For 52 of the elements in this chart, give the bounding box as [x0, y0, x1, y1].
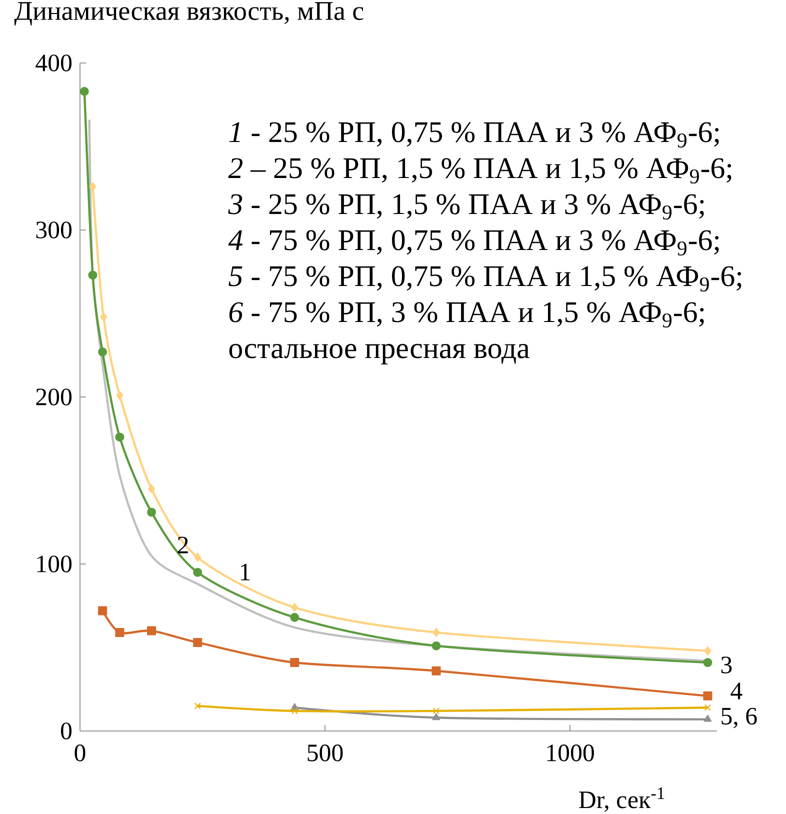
annotation: 3 - 25 % РП, 1,5 % ПАА и 3 % АФ$_{9}$-6; [228, 194, 704, 220]
annotation: 1 [240, 564, 250, 580]
y-tick-label: 0 [60, 722, 72, 740]
y-tick-label: 300 [36, 222, 72, 238]
point [704, 714, 712, 722]
point [432, 666, 441, 676]
point [703, 658, 712, 668]
point [147, 626, 156, 636]
point [432, 708, 440, 714]
point [98, 347, 108, 356]
text: 4 [730, 682, 742, 700]
annotation: остальное пресная вода [229, 344, 530, 364]
point [194, 702, 201, 710]
point [100, 312, 108, 322]
annotation: 2 [178, 536, 188, 554]
text: 5, 6 [722, 708, 757, 728]
y-tick-label: 200 [36, 388, 72, 406]
point [193, 568, 202, 577]
point [704, 704, 712, 711]
point [116, 390, 124, 400]
point [704, 646, 712, 656]
annotation: 5 - 75 % РП, 0,75 % ПАА и 1,5 % АФ$_{9}$-6; [228, 266, 742, 292]
point [148, 484, 156, 494]
x-tick-label: 0 [74, 744, 86, 762]
point [290, 658, 300, 668]
point [88, 270, 98, 280]
point [432, 628, 440, 637]
point [89, 182, 96, 192]
point [98, 606, 108, 616]
point [291, 602, 298, 612]
point [115, 628, 124, 637]
annotation: 4 - 75 % РП, 0,75 % ПАА и 3 % АФ$_{9}$-6; [228, 230, 719, 256]
point [194, 552, 202, 562]
point [290, 612, 300, 622]
text: 3 [721, 656, 732, 674]
x-tick-label: 500 [308, 744, 343, 762]
annotation: 6 - 75 % РП, 3 % ПАА и 1,5 % АФ$_{9}$-6; [229, 302, 704, 328]
y-tick-label: 100 [37, 556, 72, 572]
point [147, 508, 156, 517]
point [291, 708, 298, 714]
point [115, 432, 124, 442]
point [432, 641, 441, 650]
annotation: 1 - 25 % РП, 0,75 % ПАА и 3 % АФ$_{9}$-6; [229, 122, 719, 148]
x-axis-title: Dr, сек$^{-1}$ [579, 787, 664, 812]
x-tick-label: 1000 [547, 744, 594, 762]
point [193, 638, 202, 647]
y-tick-label: 400 [36, 54, 72, 72]
point [703, 691, 712, 700]
y-axis-title: Динамическая вязкость, мПа с [14, 2, 364, 26]
point [80, 86, 89, 96]
point [432, 713, 440, 720]
annotation: 2 – 25 % РП, 1,5 % ПАА и 1,5 % АФ$_{9}$-6; [228, 158, 732, 184]
